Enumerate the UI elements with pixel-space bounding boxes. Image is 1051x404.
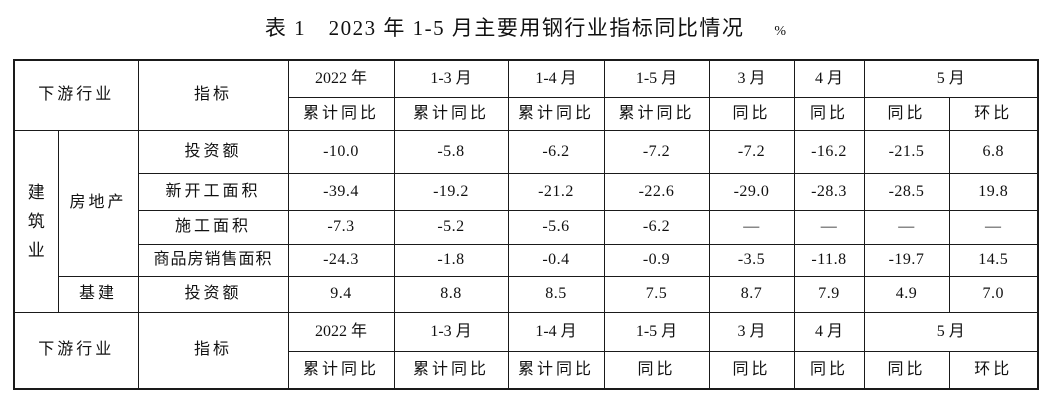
table-row: 基建 投资额 9.4 8.8 8.5 7.5 8.7 7.9 4.9 7.0 xyxy=(14,275,1039,313)
header-indicator-cell: 指标 xyxy=(137,311,289,390)
value-cell: -22.6 xyxy=(603,172,710,211)
header-bottom-measure-row: 累计同比 累计同比 累计同比 同比 同比 同比 同比 环比 xyxy=(14,350,1039,390)
value-cell: -11.8 xyxy=(793,243,865,277)
value-cell: 7.0 xyxy=(948,275,1039,313)
value-cell: -19.7 xyxy=(863,243,950,277)
value-cell: -5.2 xyxy=(393,209,509,245)
table-title: 表 1 2023 年 1-5 月主要用钢行业指标同比情况 % xyxy=(0,12,1051,42)
value-cell: 6.8 xyxy=(948,129,1039,174)
header-industry-cell: 下游行业 xyxy=(13,59,139,131)
industry-group-label: 建筑业 xyxy=(27,182,45,260)
measure-header-cell: 同比 xyxy=(863,96,950,131)
period-header-cell: 1-5 月 xyxy=(603,311,710,352)
header-bottom-period-row: 下游行业 指标 2022 年 1-3 月 1-4 月 1-5 月 3 月 4 月… xyxy=(13,311,1039,390)
value-cell: -1.8 xyxy=(393,243,509,277)
header-industry-cell: 下游行业 xyxy=(13,311,139,390)
indicator-cell: 投资额 xyxy=(137,275,289,313)
value-cell: -16.2 xyxy=(793,129,865,174)
header-top-measure-row: 累计同比 累计同比 累计同比 累计同比 同比 同比 同比 环比 xyxy=(14,96,1039,131)
measure-header-cell: 累计同比 xyxy=(507,96,605,131)
period-header-cell: 3 月 xyxy=(708,311,795,352)
indicator-cell: 施工面积 xyxy=(137,209,289,245)
measure-header-cell: 累计同比 xyxy=(287,96,395,131)
period-header-cell: 1-5 月 xyxy=(603,59,710,98)
measure-header-cell: 同比 xyxy=(793,96,865,131)
value-cell: -39.4 xyxy=(287,172,395,211)
period-header-cell: 3 月 xyxy=(708,59,795,98)
value-cell: -5.8 xyxy=(393,129,509,174)
value-cell: 19.8 xyxy=(948,172,1039,211)
period-header-cell: 1-4 月 xyxy=(507,311,605,352)
value-cell: 8.7 xyxy=(708,275,795,313)
period-header-cell: 1-3 月 xyxy=(393,59,509,98)
measure-header-cell: 同比 xyxy=(863,350,950,390)
period-header-cell: 5 月 xyxy=(863,59,1039,98)
measure-header-cell: 同比 xyxy=(603,350,710,390)
measure-header-cell: 同比 xyxy=(793,350,865,390)
value-cell: -19.2 xyxy=(393,172,509,211)
value-cell: -6.2 xyxy=(603,209,710,245)
value-cell: — xyxy=(708,209,795,245)
value-cell: 8.5 xyxy=(507,275,605,313)
measure-header-cell: 累计同比 xyxy=(393,96,509,131)
value-cell: -0.9 xyxy=(603,243,710,277)
industry-group-cell: 建筑业 xyxy=(13,129,59,313)
value-cell: 8.8 xyxy=(393,275,509,313)
measure-header-cell: 同比 xyxy=(708,96,795,131)
value-cell: -28.3 xyxy=(793,172,865,211)
value-cell: 4.9 xyxy=(863,275,950,313)
value-cell: 9.4 xyxy=(287,275,395,313)
measure-header-cell: 累计同比 xyxy=(603,96,710,131)
value-cell: — xyxy=(948,209,1039,245)
period-header-cell: 4 月 xyxy=(793,311,865,352)
indicator-cell: 新开工面积 xyxy=(137,172,289,211)
table-row: 商品房销售面积 -24.3 -1.8 -0.4 -0.9 -3.5 -11.8 … xyxy=(14,243,1039,277)
value-cell: -24.3 xyxy=(287,243,395,277)
measure-header-cell: 环比 xyxy=(948,96,1039,131)
value-cell: 7.5 xyxy=(603,275,710,313)
value-cell: -3.5 xyxy=(708,243,795,277)
header-indicator-cell: 指标 xyxy=(137,59,289,131)
title-text: 表 1 2023 年 1-5 月主要用钢行业指标同比情况 xyxy=(264,16,745,40)
value-cell: -6.2 xyxy=(507,129,605,174)
measure-header-cell: 累计同比 xyxy=(393,350,509,390)
indicator-cell: 投资额 xyxy=(137,129,289,174)
period-header-cell: 4 月 xyxy=(793,59,865,98)
measure-header-cell: 累计同比 xyxy=(287,350,395,390)
period-header-cell: 2022 年 xyxy=(287,311,395,352)
title-unit-percent: % xyxy=(774,24,787,39)
sector-cell: 房地产 xyxy=(57,129,139,277)
period-header-cell: 1-4 月 xyxy=(507,59,605,98)
steel-industry-indicator-table: 下游行业 指标 2022 年 1-3 月 1-4 月 1-5 月 3 月 4 月… xyxy=(13,59,1040,390)
value-cell: -7.2 xyxy=(708,129,795,174)
value-cell: -0.4 xyxy=(507,243,605,277)
value-cell: -21.5 xyxy=(863,129,950,174)
value-cell: -29.0 xyxy=(708,172,795,211)
header-top-period-row: 下游行业 指标 2022 年 1-3 月 1-4 月 1-5 月 3 月 4 月… xyxy=(13,59,1039,131)
period-header-cell: 2022 年 xyxy=(287,59,395,98)
period-header-cell: 1-3 月 xyxy=(393,311,509,352)
table-row: 建筑业 房地产 投资额 -10.0 -5.8 -6.2 -7.2 -7.2 -1… xyxy=(13,129,1039,313)
value-cell: — xyxy=(863,209,950,245)
value-cell: -28.5 xyxy=(863,172,950,211)
sector-cell: 基建 xyxy=(57,275,139,313)
value-cell: -7.2 xyxy=(603,129,710,174)
period-header-cell: 5 月 xyxy=(863,311,1039,352)
measure-header-cell: 环比 xyxy=(948,350,1039,390)
value-cell: -21.2 xyxy=(507,172,605,211)
measure-header-cell: 累计同比 xyxy=(507,350,605,390)
measure-header-cell: 同比 xyxy=(708,350,795,390)
value-cell: -7.3 xyxy=(287,209,395,245)
value-cell: — xyxy=(793,209,865,245)
value-cell: 14.5 xyxy=(948,243,1039,277)
indicator-cell: 商品房销售面积 xyxy=(137,243,289,277)
value-cell: -10.0 xyxy=(287,129,395,174)
value-cell: 7.9 xyxy=(793,275,865,313)
value-cell: -5.6 xyxy=(507,209,605,245)
table-row: 新开工面积 -39.4 -19.2 -21.2 -22.6 -29.0 -28.… xyxy=(14,172,1039,211)
table-row: 施工面积 -7.3 -5.2 -5.6 -6.2 — — — — xyxy=(14,209,1039,245)
